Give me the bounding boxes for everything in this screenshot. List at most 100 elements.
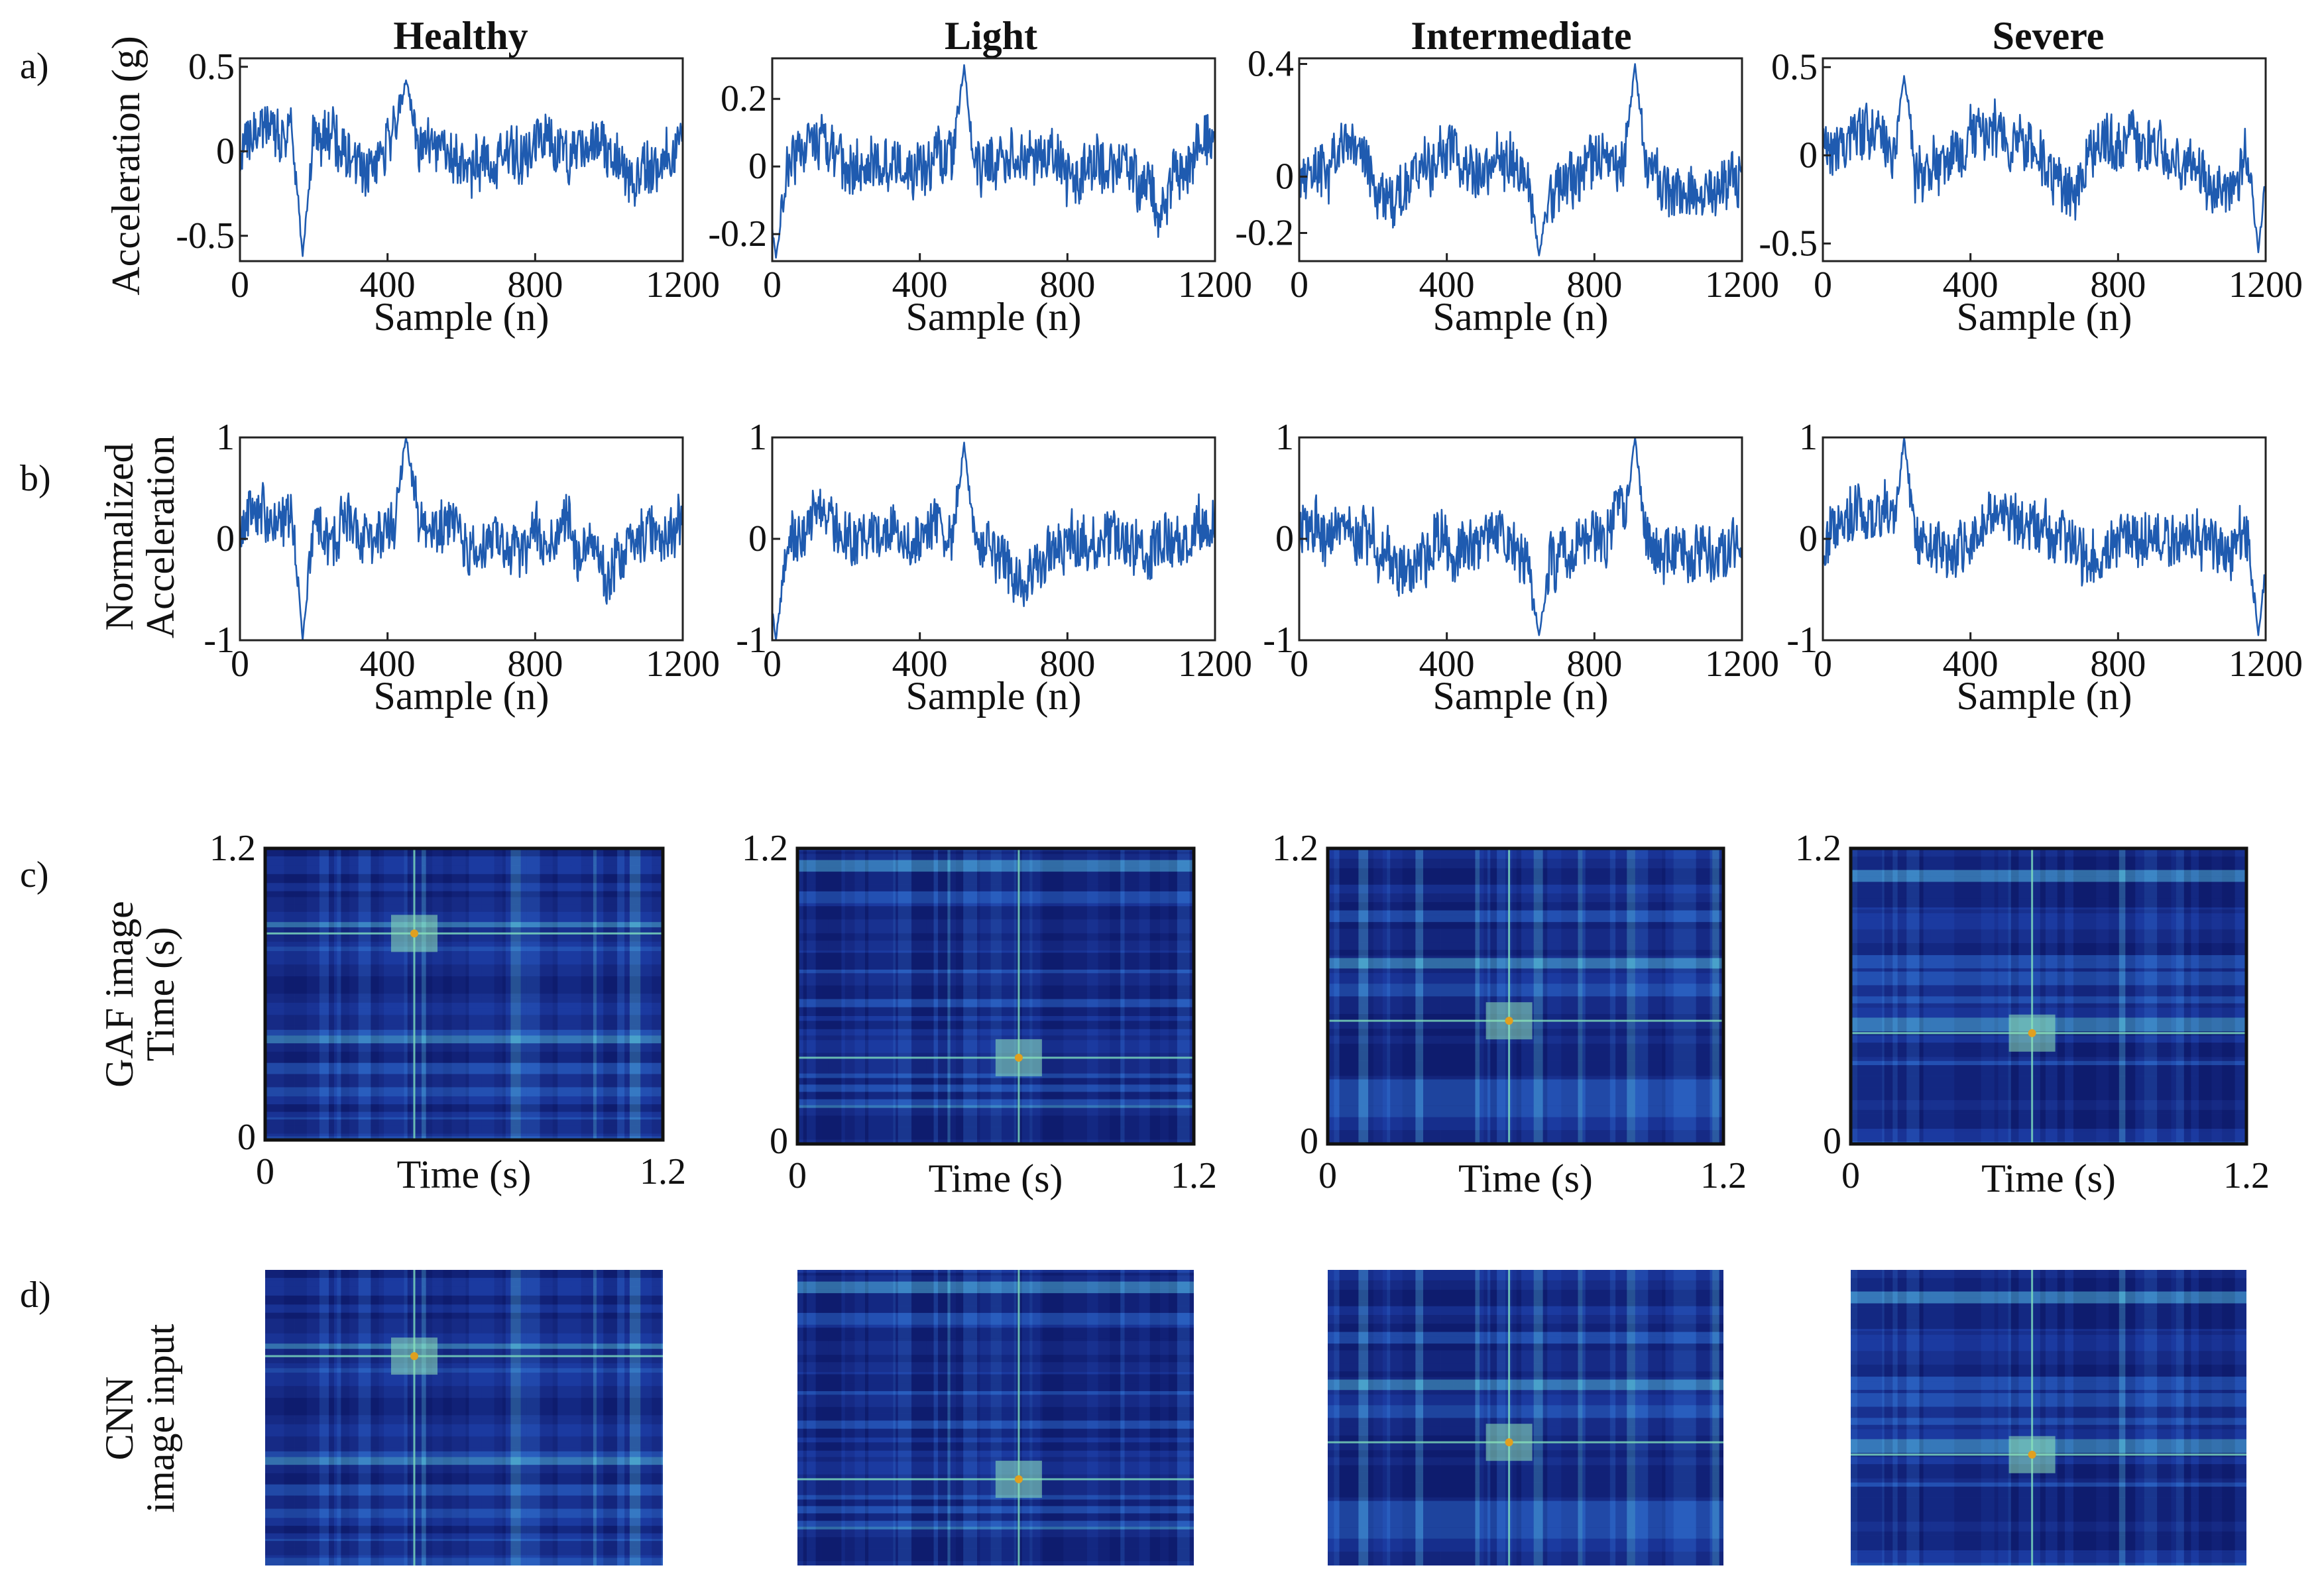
heatmap-column-band: [1432, 848, 1441, 1144]
heatmap-row-band: [1851, 1497, 2246, 1509]
heatmap-column-band: [2065, 848, 2073, 1144]
heatmap-column-band: [593, 1270, 597, 1565]
heatmap-row-band: [1851, 1365, 2246, 1377]
y-tick-label: 0: [216, 131, 235, 172]
heatmap-column-band: [916, 848, 927, 1144]
x-tick-label: 400: [892, 644, 948, 685]
heatmap-row-band: [1328, 1270, 1723, 1280]
heatmap-column-band: [950, 848, 956, 1144]
heatmap-column-band: [1021, 848, 1030, 1144]
heatmap-row-band: [265, 1043, 663, 1052]
heatmap-column-band: [1597, 848, 1610, 1144]
heatmap-row-band: [1328, 1073, 1723, 1076]
y-tick-label: 0: [770, 1121, 788, 1162]
row-label-a: a): [20, 46, 49, 87]
heatmap-row-band: [265, 1368, 663, 1373]
axes-frame: [239, 57, 684, 262]
heatmap-column-band: [1906, 1270, 1909, 1565]
heatmap-row-band: [797, 888, 1194, 891]
heatmap-column-band: [1884, 848, 1888, 1144]
heatmap-row-band: [797, 1406, 1194, 1414]
heatmap-row-band: [265, 1363, 663, 1369]
heatmap-row-band: [265, 883, 663, 891]
y-tick-label: 0: [1799, 518, 1818, 559]
heatmap-row-band: [797, 1457, 1194, 1462]
x-tick-label: 400: [1943, 264, 1999, 306]
heatmap-column-band: [1944, 848, 1955, 1144]
heatmap-row-band: [797, 1108, 1194, 1111]
heatmap-column-band: [1696, 848, 1701, 1144]
heatmap-row-band: [265, 1541, 663, 1548]
heatmap-column-band: [265, 1270, 270, 1565]
heatmap-row-band: [1851, 1316, 2246, 1320]
heatmap-column-band: [426, 848, 430, 1140]
heatmap-column-band: [1110, 1270, 1121, 1565]
x-tick-label: 0: [231, 264, 249, 306]
heatmap-row-band: [1851, 1320, 2246, 1330]
heatmap-column-band: [1358, 848, 1369, 1144]
heatmap-column-band: [2160, 1270, 2172, 1565]
heatmap-column-band: [2087, 1270, 2097, 1565]
heatmap-row-band: [797, 1394, 1194, 1407]
heatmap-row-band: [1328, 910, 1723, 915]
heatmap-column-band: [1882, 1270, 1885, 1565]
heatmap-column-band: [893, 848, 896, 1144]
heatmap-column-band: [1648, 1270, 1662, 1565]
heatmap-column-band: [2010, 1270, 2019, 1565]
heatmap-column-band: [1892, 848, 1898, 1144]
heatmap-row-band: [265, 848, 663, 857]
x-tick-label: 400: [360, 264, 416, 306]
heatmap-row-band: [1851, 943, 2246, 956]
heatmap-row-band: [797, 1092, 1194, 1100]
heatmap-column-band: [1568, 1270, 1578, 1565]
heatmap-row-band: [265, 1029, 663, 1036]
heatmap-column-band: [2199, 848, 2212, 1144]
heatmap-row-band: [265, 1136, 663, 1140]
heatmap-row-band: [1328, 1559, 1723, 1565]
heatmap-column-band: [797, 1270, 803, 1565]
heatmap-column-band: [451, 1270, 466, 1565]
heatmap-column-band: [2109, 848, 2119, 1144]
heatmap-column-band: [1887, 1270, 1893, 1565]
heatmap-column-band: [432, 848, 437, 1140]
x-tick-label: 1200: [2229, 264, 2303, 306]
hotspot-center: [1505, 1017, 1513, 1025]
heatmap-row-band: [797, 1561, 1194, 1565]
heatmap-column-band: [1665, 848, 1674, 1144]
heatmap-column-band: [481, 1270, 494, 1565]
heatmap-column-band: [2051, 1270, 2058, 1565]
heatmap-column-band: [865, 1270, 869, 1565]
heatmap-column-band: [270, 1270, 284, 1565]
heatmap-row-band: [797, 1312, 1194, 1325]
heatmap-column-band: [1373, 848, 1383, 1144]
heatmap-column-band: [494, 1270, 502, 1565]
x-tick-label: 1.2: [1700, 1155, 1747, 1196]
heatmap-column-band: [294, 848, 307, 1140]
heatmap-row-band: [1851, 1508, 2246, 1522]
x-tick-label: 800: [507, 264, 563, 306]
y-tick-label: -0.5: [1759, 223, 1818, 264]
heatmap-row-band: [265, 1074, 663, 1079]
heatmap-column-band: [2191, 848, 2197, 1144]
heatmap-row-band: [1328, 868, 1723, 880]
heatmap-row-band: [797, 1328, 1194, 1339]
heatmap-row-band: [797, 1545, 1194, 1549]
heatmap-column-band: [2057, 1270, 2065, 1565]
heatmap-column-band: [571, 1270, 581, 1565]
heatmap-column-band: [2008, 848, 2011, 1144]
heatmap-column-band: [1460, 848, 1465, 1144]
heatmap-panel-d-intermediate: [1328, 1270, 1723, 1565]
heatmap-column-band: [1954, 1270, 1963, 1565]
heatmap-row-band: [265, 1286, 663, 1296]
x-axis-label: Time (s): [929, 1157, 1063, 1200]
heatmap-column-band: [1075, 1270, 1087, 1565]
heatmap-row-band: [265, 1035, 663, 1044]
heatmap-column-band: [557, 848, 571, 1140]
heatmap-column-band: [2125, 1270, 2136, 1565]
heatmap-column-band: [2045, 848, 2052, 1144]
heatmap-row-band: [797, 1383, 1194, 1391]
x-tick-label: 1200: [1705, 644, 1779, 685]
heatmap-column-band: [1464, 1270, 1472, 1565]
